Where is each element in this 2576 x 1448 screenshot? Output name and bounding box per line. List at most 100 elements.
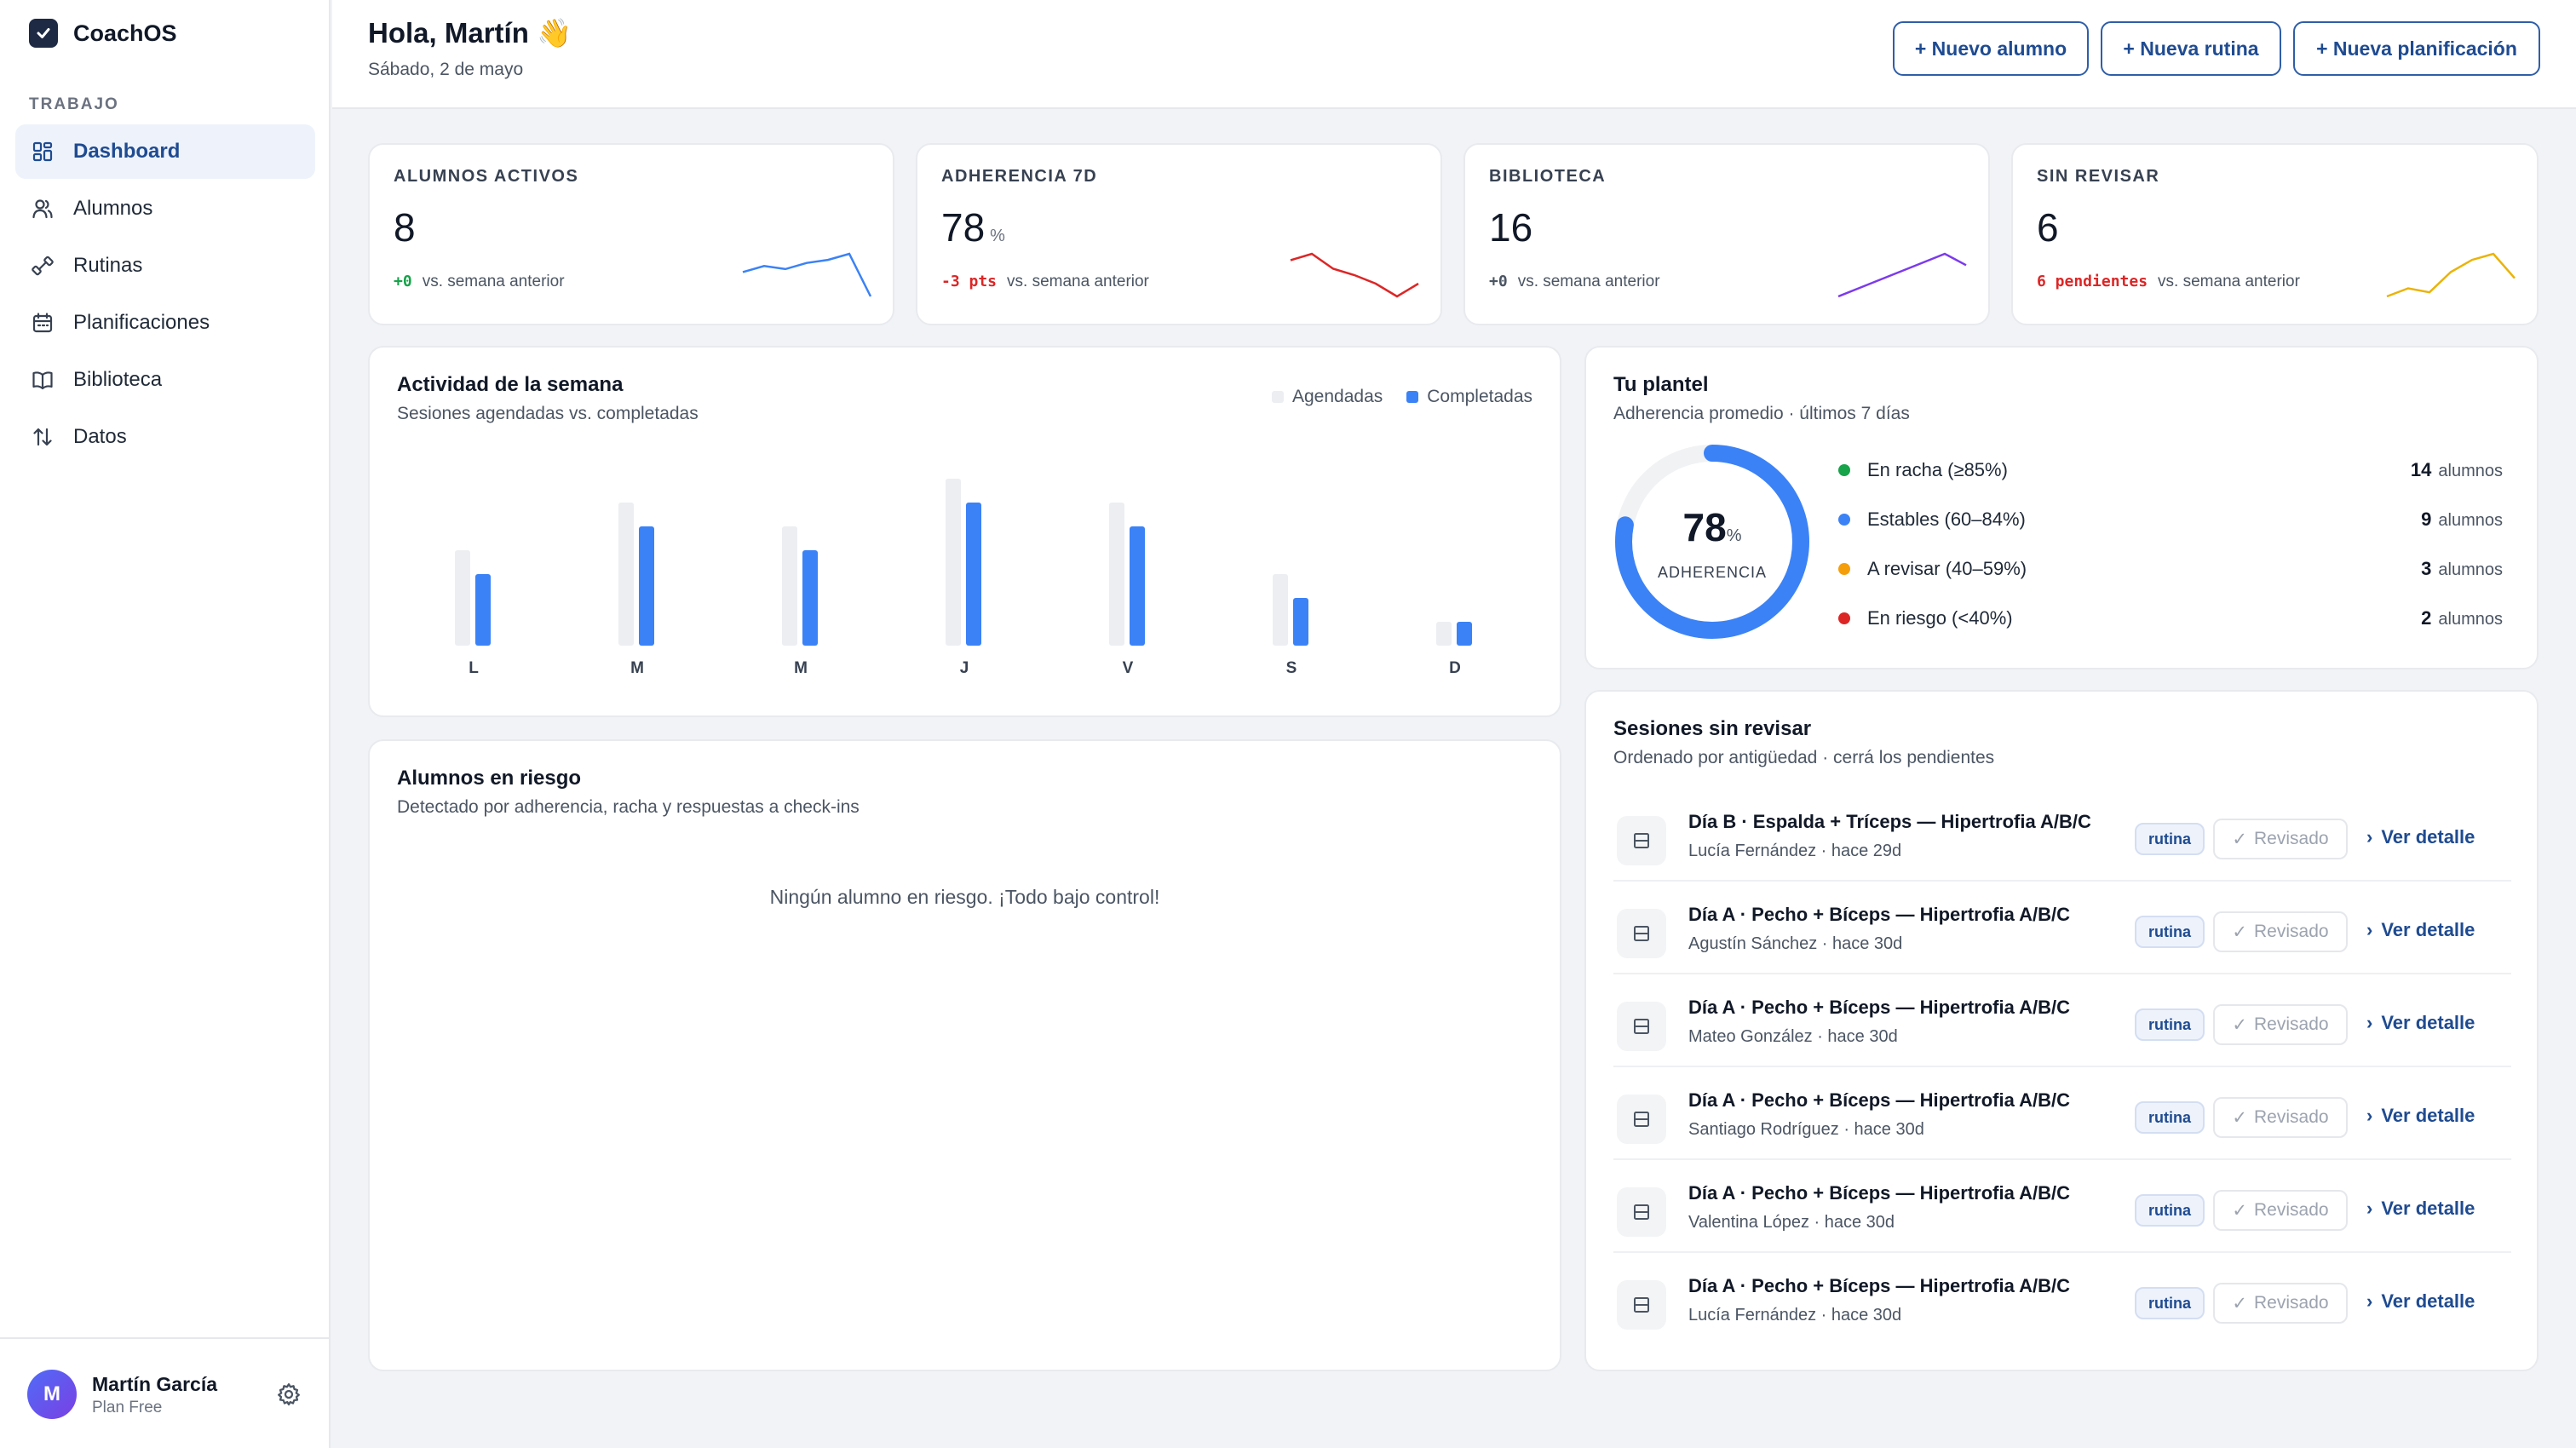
- session-type-badge: rutina: [2135, 916, 2205, 948]
- gear-icon[interactable]: [276, 1382, 302, 1407]
- sidebar-item-dashboard[interactable]: Dashboard: [15, 124, 315, 179]
- mark-reviewed-button[interactable]: ✓ Revisado: [2213, 911, 2348, 952]
- session-meta: Lucía Fernández · hace 30d: [1688, 1306, 1902, 1324]
- session-row: Día A · Pecho + Bíceps — Hipertrofia A/B…: [1613, 1160, 2511, 1253]
- check-icon: ✓: [2232, 1200, 2248, 1221]
- bar-agendadas: [782, 526, 797, 646]
- chart-legend: Agendadas Completadas: [1272, 387, 1532, 407]
- sidebar-item-biblioteca[interactable]: Biblioteca: [15, 353, 315, 407]
- bar-agendadas: [1436, 622, 1452, 646]
- sparkline-path: [1290, 252, 1419, 298]
- user-name: Martín García: [92, 1373, 217, 1395]
- kpi-label: ADHERENCIA 7D: [941, 167, 1098, 186]
- session-title[interactable]: Día A · Pecho + Bíceps — Hipertrofia A/B…: [1688, 1275, 2071, 1296]
- sidebar-item-label: Dashboard: [73, 140, 181, 163]
- adherence-label: ADHERENCIA: [1657, 564, 1768, 581]
- session-row: Día A · Pecho + Bíceps — Hipertrofia A/B…: [1613, 882, 2511, 974]
- dashboard-icon: [31, 140, 55, 164]
- sidebar-item-label: Planificaciones: [73, 311, 210, 334]
- view-detail-link[interactable]: › Ver detalle: [2366, 1290, 2475, 1312]
- page-header: Hola, Martín 👋 Sábado, 2 de mayo + Nuevo…: [332, 0, 2576, 109]
- avatar[interactable]: M: [27, 1370, 77, 1419]
- sidebar-item-datos[interactable]: Datos: [15, 410, 315, 464]
- session-title[interactable]: Día A · Pecho + Bíceps — Hipertrofia A/B…: [1688, 1089, 2071, 1111]
- users-icon: [31, 197, 55, 221]
- card-title: Tu plantel: [1613, 373, 1709, 396]
- view-detail-link[interactable]: › Ver detalle: [2366, 1012, 2475, 1033]
- session-row: Día A · Pecho + Bíceps — Hipertrofia A/B…: [1613, 974, 2511, 1067]
- kpi-delta: +0 vs. semana anterior: [1489, 273, 1660, 290]
- activity-card: Actividad de la semana Sesiones agendada…: [368, 346, 1561, 717]
- session-type-badge: rutina: [2135, 1008, 2205, 1041]
- mark-reviewed-button[interactable]: ✓ Revisado: [2213, 819, 2348, 859]
- chevron-right-icon: ›: [2366, 1290, 2373, 1312]
- view-detail-link[interactable]: › Ver detalle: [2366, 1105, 2475, 1126]
- sessions-card: Sesiones sin revisar Ordenado por antigü…: [1584, 690, 2539, 1371]
- plantel-row-revisar: A revisar (40–59%) 3 alumnos: [1838, 552, 2503, 586]
- bar-agendadas: [618, 503, 634, 646]
- check-square-icon: [29, 19, 58, 48]
- book-icon: [31, 368, 55, 392]
- plantel-card: Tu plantel Adherencia promedio · últimos…: [1584, 346, 2539, 669]
- sidebar-item-label: Biblioteca: [73, 368, 163, 391]
- chevron-right-icon: ›: [2366, 1105, 2373, 1126]
- new-plan-button[interactable]: + Nueva planificación: [2293, 21, 2540, 76]
- page-title: Hola, Martín 👋: [368, 17, 572, 49]
- session-row: Día A · Pecho + Bíceps — Hipertrofia A/B…: [1613, 1067, 2511, 1160]
- bar-agendadas: [455, 550, 470, 646]
- session-type-badge: rutina: [2135, 1101, 2205, 1134]
- session-title[interactable]: Día A · Pecho + Bíceps — Hipertrofia A/B…: [1688, 904, 2071, 925]
- bar-completadas: [475, 574, 491, 646]
- mark-reviewed-button[interactable]: ✓ Revisado: [2213, 1097, 2348, 1138]
- session-template-icon: [1617, 1187, 1666, 1237]
- sidebar-item-label: Alumnos: [73, 197, 153, 220]
- view-detail-link[interactable]: › Ver detalle: [2366, 1198, 2475, 1219]
- kpi-delta: +0 vs. semana anterior: [394, 273, 565, 290]
- session-type-badge: rutina: [2135, 1194, 2205, 1227]
- sort-arrows-icon: [31, 425, 55, 449]
- sidebar-item-alumnos[interactable]: Alumnos: [15, 181, 315, 236]
- user-panel: M Martín García Plan Free: [0, 1337, 329, 1448]
- session-meta: Mateo González · hace 30d: [1688, 1027, 1898, 1046]
- bar-completadas: [1293, 598, 1308, 646]
- kpi-delta-value: 6 pendientes: [2037, 273, 2148, 290]
- sidebar-item-rutinas[interactable]: Rutinas: [15, 238, 315, 293]
- view-detail-link[interactable]: › Ver detalle: [2366, 919, 2475, 940]
- x-tick-label: M: [794, 659, 808, 677]
- adherence-donut: [1615, 445, 1809, 639]
- kpi-value: 6: [2037, 205, 2059, 250]
- plantel-row-estables: Estables (60–84%) 9 alumnos: [1838, 503, 2503, 537]
- session-meta: Valentina López · hace 30d: [1688, 1213, 1895, 1232]
- kpi-value: 78%: [941, 205, 1005, 250]
- sparkline: [2386, 252, 2516, 298]
- mark-reviewed-button[interactable]: ✓ Revisado: [2213, 1190, 2348, 1231]
- plantel-count: 9 alumnos: [2421, 509, 2503, 530]
- plantel-count: 14 alumnos: [2410, 459, 2503, 480]
- card-subtitle: Sesiones agendadas vs. completadas: [397, 404, 699, 423]
- adherence-value: 78%: [1682, 505, 1742, 549]
- bar-completadas: [1130, 526, 1145, 646]
- session-title[interactable]: Día A · Pecho + Bíceps — Hipertrofia A/B…: [1688, 1182, 2071, 1204]
- mark-reviewed-button[interactable]: ✓ Revisado: [2213, 1004, 2348, 1045]
- bar-completadas: [1457, 622, 1472, 646]
- brand[interactable]: CoachOS: [29, 19, 177, 48]
- session-title[interactable]: Día A · Pecho + Bíceps — Hipertrofia A/B…: [1688, 997, 2071, 1018]
- view-detail-link[interactable]: › Ver detalle: [2366, 826, 2475, 848]
- session-title[interactable]: Día B · Espalda + Tríceps — Hipertrofia …: [1688, 811, 2091, 832]
- bar-completadas: [966, 503, 981, 646]
- user-plan: Plan Free: [92, 1399, 163, 1416]
- session-type-badge: rutina: [2135, 823, 2205, 855]
- session-template-icon: [1617, 1095, 1666, 1144]
- sparkline-path: [1837, 252, 1967, 298]
- kpi-card-alumnos-activos: ALUMNOS ACTIVOS 8 +0 vs. semana anterior: [368, 143, 894, 325]
- new-routine-button[interactable]: + Nueva rutina: [2101, 21, 2281, 76]
- session-type-badge: rutina: [2135, 1287, 2205, 1319]
- kpi-delta-value: -3 pts: [941, 273, 998, 290]
- nav-section-label: TRABAJO: [29, 95, 119, 113]
- sidebar-item-planificaciones[interactable]: Planificaciones: [15, 296, 315, 350]
- new-student-button[interactable]: + Nuevo alumno: [1893, 21, 2089, 76]
- mark-reviewed-button[interactable]: ✓ Revisado: [2213, 1283, 2348, 1324]
- sidebar-nav: Dashboard Alumnos Rutinas Planificacione…: [15, 124, 315, 467]
- chevron-right-icon: ›: [2366, 826, 2373, 848]
